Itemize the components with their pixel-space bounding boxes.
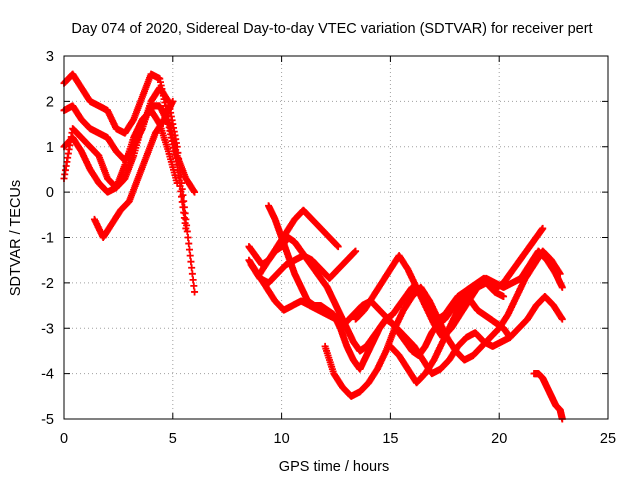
data-point <box>188 264 196 272</box>
x-tick-label: 5 <box>169 431 177 447</box>
data-point <box>539 224 547 232</box>
y-axis-label: SDTVAR / TECUs <box>8 180 24 296</box>
data-point <box>189 276 197 284</box>
y-tick-label: 0 <box>46 185 54 201</box>
data-point <box>186 252 194 260</box>
data-point <box>173 143 181 151</box>
series-arc-14 <box>530 370 566 423</box>
x-tick-label: 15 <box>382 431 398 447</box>
series-arc-2 <box>60 84 199 296</box>
data-point <box>558 315 566 323</box>
data-point <box>182 224 190 232</box>
y-tick-label: -4 <box>41 367 54 383</box>
x-tick-label: 25 <box>600 431 616 447</box>
series-arc-11 <box>321 247 564 400</box>
series-arc-8 <box>247 247 360 287</box>
data-point <box>334 243 342 251</box>
y-tick-label: -5 <box>41 412 54 428</box>
data-point <box>187 258 195 266</box>
y-tick-label: 2 <box>46 94 54 110</box>
y-tick-label: 1 <box>46 140 54 156</box>
chart-title: Day 074 of 2020, Sidereal Day-to-day VTE… <box>71 21 592 37</box>
data-point <box>191 288 199 296</box>
data-point <box>190 282 198 290</box>
axes: 0 5 10 15 20 25 -5 -4 -3 -2 -1 0 1 2 3 <box>41 49 616 447</box>
x-tick-label: 20 <box>491 431 507 447</box>
data-point <box>169 97 177 105</box>
data-point <box>184 234 192 241</box>
plot-frame <box>63 55 609 420</box>
series-arc-5 <box>90 97 177 241</box>
series-arc-9 <box>256 206 342 278</box>
series-arc-4 <box>60 106 181 196</box>
series-arc-13 <box>386 279 508 387</box>
data-point <box>173 179 181 187</box>
y-tick-label: -2 <box>41 276 54 292</box>
y-tick-label: 3 <box>46 49 54 65</box>
data-point <box>558 283 566 291</box>
data-points <box>60 70 566 423</box>
data-point <box>188 270 196 278</box>
x-axis-label: GPS time / hours <box>279 459 389 475</box>
data-point <box>506 333 514 341</box>
y-tick-label: -3 <box>41 321 54 337</box>
x-tick-label: 0 <box>60 431 68 447</box>
series-arc-1 <box>60 70 199 196</box>
y-tick-label: -1 <box>41 231 54 247</box>
x-tick-label: 10 <box>274 431 290 447</box>
series-arc-10 <box>265 202 514 373</box>
data-point <box>500 292 508 300</box>
data-point <box>185 246 193 254</box>
data-point <box>352 247 360 255</box>
data-point <box>191 188 199 196</box>
data-point <box>185 240 193 248</box>
